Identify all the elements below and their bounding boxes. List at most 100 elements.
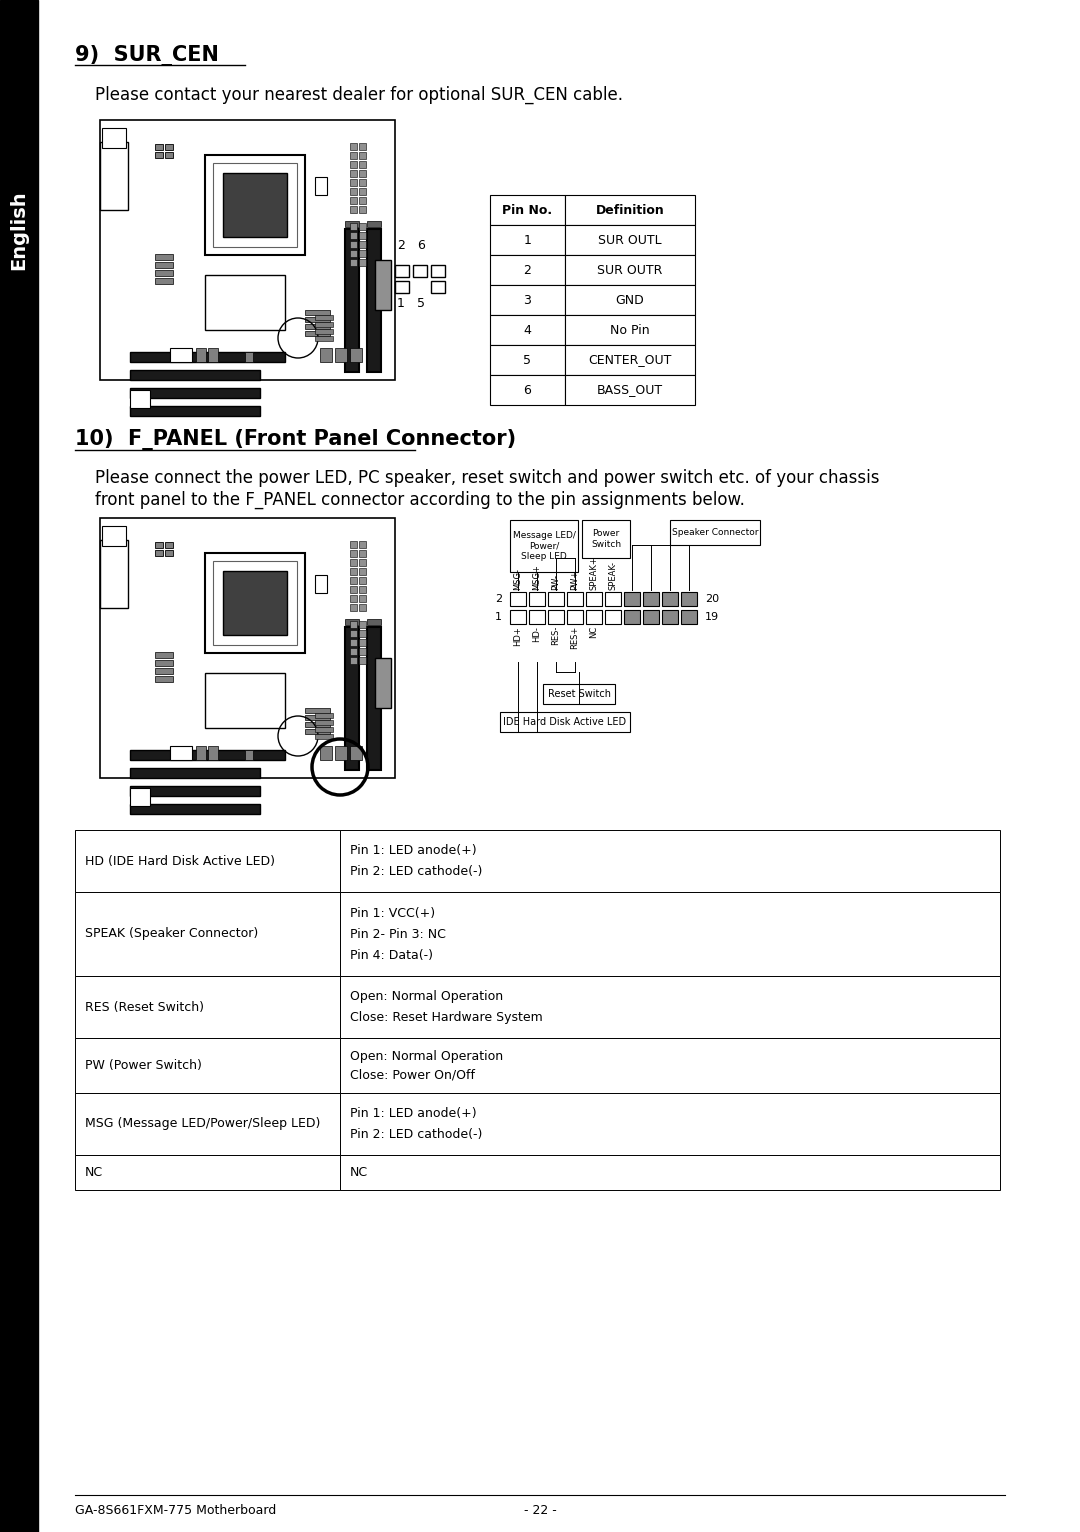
- Bar: [130, 804, 260, 813]
- Bar: [359, 241, 366, 248]
- Bar: [367, 221, 381, 227]
- Bar: [350, 250, 357, 257]
- Text: MSG (Message LED/Power/Sleep LED): MSG (Message LED/Power/Sleep LED): [85, 1117, 321, 1131]
- Bar: [359, 231, 366, 239]
- Bar: [490, 375, 565, 404]
- Bar: [359, 648, 366, 656]
- Bar: [359, 541, 366, 548]
- Text: MSG-: MSG-: [513, 568, 523, 590]
- Bar: [156, 262, 173, 268]
- Bar: [681, 591, 697, 607]
- Bar: [130, 352, 285, 362]
- Bar: [359, 550, 366, 558]
- Bar: [156, 542, 163, 548]
- Text: 2: 2: [524, 264, 531, 276]
- Text: Pin 1: LED anode(+): Pin 1: LED anode(+): [350, 844, 476, 858]
- Bar: [156, 270, 173, 276]
- Text: 9)  SUR_CEN: 9) SUR_CEN: [75, 44, 219, 66]
- Text: RES-: RES-: [552, 627, 561, 645]
- Bar: [510, 519, 578, 571]
- Bar: [156, 277, 173, 283]
- Text: 2: 2: [397, 239, 405, 251]
- Bar: [315, 734, 333, 738]
- Bar: [375, 659, 391, 708]
- Bar: [213, 561, 297, 645]
- Bar: [510, 591, 526, 607]
- Bar: [156, 144, 163, 150]
- Text: 5: 5: [417, 297, 426, 309]
- Bar: [130, 768, 260, 778]
- Text: 6: 6: [524, 383, 531, 397]
- Text: Message LED/
Power/
Sleep LED: Message LED/ Power/ Sleep LED: [513, 532, 576, 561]
- Bar: [130, 751, 285, 760]
- Bar: [586, 610, 602, 624]
- Bar: [350, 170, 357, 178]
- Bar: [130, 391, 150, 408]
- Bar: [205, 155, 305, 254]
- Bar: [305, 729, 330, 734]
- Bar: [643, 610, 659, 624]
- Bar: [350, 620, 357, 628]
- Bar: [565, 375, 696, 404]
- Bar: [305, 323, 330, 329]
- Bar: [205, 276, 285, 329]
- Bar: [565, 195, 696, 225]
- Text: PW-: PW-: [552, 574, 561, 590]
- Text: HD (IDE Hard Disk Active LED): HD (IDE Hard Disk Active LED): [85, 855, 275, 867]
- Bar: [350, 152, 357, 159]
- Bar: [359, 205, 366, 213]
- Bar: [305, 708, 330, 712]
- Bar: [208, 348, 218, 362]
- Bar: [624, 591, 640, 607]
- Text: English: English: [10, 190, 28, 270]
- Bar: [350, 559, 357, 565]
- Bar: [195, 348, 206, 362]
- Bar: [340, 1092, 1000, 1155]
- Bar: [359, 259, 366, 267]
- Bar: [586, 591, 602, 607]
- Bar: [548, 610, 564, 624]
- Bar: [359, 179, 366, 185]
- Text: SPEAK+: SPEAK+: [590, 556, 598, 590]
- Text: SPEAK (Speaker Connector): SPEAK (Speaker Connector): [85, 927, 258, 941]
- Bar: [510, 610, 526, 624]
- Bar: [350, 568, 357, 574]
- Bar: [315, 574, 327, 593]
- Text: Pin 4: Data(-): Pin 4: Data(-): [350, 948, 433, 962]
- Bar: [75, 892, 340, 976]
- Bar: [350, 205, 357, 213]
- Bar: [75, 1039, 340, 1092]
- Bar: [567, 591, 583, 607]
- Bar: [681, 610, 697, 624]
- Text: PW+: PW+: [570, 570, 580, 590]
- Bar: [567, 610, 583, 624]
- Bar: [350, 198, 357, 204]
- Text: No Pin: No Pin: [610, 323, 650, 337]
- Text: Pin 2: LED cathode(-): Pin 2: LED cathode(-): [350, 1128, 483, 1141]
- Bar: [350, 231, 357, 239]
- Bar: [490, 316, 565, 345]
- Bar: [340, 976, 1000, 1039]
- Bar: [156, 254, 173, 260]
- Bar: [345, 627, 359, 771]
- Bar: [350, 259, 357, 267]
- Bar: [359, 170, 366, 178]
- Text: 3: 3: [524, 294, 531, 306]
- Text: BASS_OUT: BASS_OUT: [597, 383, 663, 397]
- Text: Pin 1: LED anode(+): Pin 1: LED anode(+): [350, 1108, 476, 1120]
- Text: Open: Normal Operation: Open: Normal Operation: [350, 990, 503, 1003]
- Bar: [350, 657, 357, 663]
- Text: Open: Normal Operation: Open: Normal Operation: [350, 1049, 503, 1063]
- Bar: [130, 787, 150, 806]
- Text: Reset Switch: Reset Switch: [548, 689, 610, 699]
- Bar: [359, 587, 366, 593]
- Text: 1: 1: [524, 233, 531, 247]
- Bar: [367, 228, 381, 372]
- Bar: [335, 746, 347, 760]
- Bar: [359, 594, 366, 602]
- Bar: [75, 830, 340, 892]
- Bar: [315, 336, 333, 342]
- Bar: [130, 786, 260, 797]
- Text: PW (Power Switch): PW (Power Switch): [85, 1059, 202, 1072]
- Bar: [490, 285, 565, 316]
